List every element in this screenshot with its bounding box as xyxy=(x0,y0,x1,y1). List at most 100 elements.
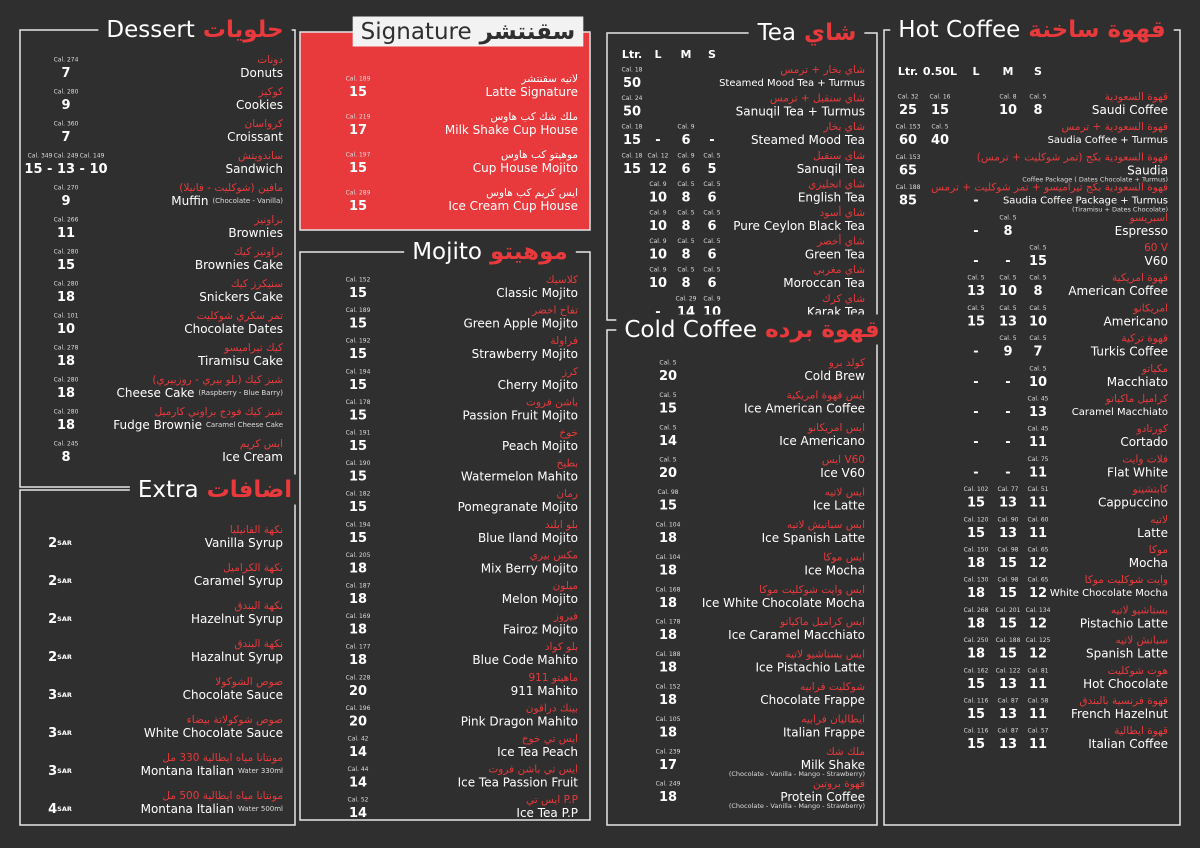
item-name-en: Spanish Latte xyxy=(1086,646,1168,660)
item-name-en: Cortado xyxy=(1120,435,1168,449)
item-name-en: Brownies Cake xyxy=(195,258,283,272)
calories: Cal. 152 xyxy=(346,277,371,284)
item-name-en: Peach Mojito xyxy=(502,439,578,453)
title-en: Mojito xyxy=(412,239,482,265)
item-name-en: Turkis Coffee xyxy=(1090,344,1168,358)
price-value: 18 xyxy=(967,586,985,601)
price-value: 15 xyxy=(659,401,677,416)
price: 15 xyxy=(349,469,367,484)
item-name-ar: شاي أسود xyxy=(820,205,865,219)
price-value: 10 xyxy=(649,276,667,291)
item-name-en: Hazalnut Syrup xyxy=(191,650,283,664)
item-name-en-text: Hazalnut Syrup xyxy=(191,650,283,664)
item-name-en: Donuts xyxy=(240,66,283,80)
item-name-en: Chocolate Dates xyxy=(184,322,283,336)
item-name-ar: باشن فروت xyxy=(526,396,578,408)
price: 8 xyxy=(681,190,690,205)
price: 10 xyxy=(649,219,667,234)
price: 11 xyxy=(1029,435,1047,450)
calories: Cal. 188 xyxy=(996,637,1021,644)
calories: Cal. 5 xyxy=(967,275,984,282)
price-value: 13 xyxy=(999,525,1017,540)
price: 18 xyxy=(349,622,367,637)
price-unit: SAR xyxy=(57,577,72,585)
calories: Cal. 189 xyxy=(346,307,371,314)
item-name-ar: موكا xyxy=(1149,544,1168,556)
price-value: 2 xyxy=(48,536,57,551)
item-name-ar: شاي مغربي xyxy=(813,264,865,276)
calories: Cal. 5 xyxy=(659,392,676,399)
price-value: 6 xyxy=(707,276,716,291)
price: 17 xyxy=(659,757,677,772)
price: 11 xyxy=(57,226,75,241)
item-name-en: Latte Signature xyxy=(485,85,578,99)
item-name-en-text: Steamed Mood Tea xyxy=(751,133,865,147)
item-name-ar: ايس وايت شوكليت موكا xyxy=(759,584,865,596)
price-value: 10 xyxy=(649,219,667,234)
item-name-en-text: American Coffee xyxy=(1068,284,1168,298)
item-name-en-text: Mocha xyxy=(1129,556,1168,570)
price: 18 xyxy=(659,628,677,643)
calories: Cal. 191 xyxy=(346,430,371,437)
item-name-en-text: Mix Berry Mojito xyxy=(481,561,578,575)
price-value: 15 xyxy=(999,556,1017,571)
price: 20 xyxy=(659,466,677,481)
price-value: 15 xyxy=(999,586,1017,601)
item-name-en: Saudia xyxy=(1127,163,1168,177)
item-name-en-text: Americano xyxy=(1104,314,1168,328)
calories: Cal. 51 xyxy=(1028,486,1049,493)
item-name-en-text: Chocolate Frappe xyxy=(760,693,865,707)
price: 2SAR xyxy=(48,574,72,589)
item-name-en-text: Brownies Cake xyxy=(195,258,283,272)
price: 7 xyxy=(61,130,70,145)
item-name-ar: رمان xyxy=(556,488,578,500)
item-name-ar: قهوة السعودية بكج تيراميسو + تمر شوكليت … xyxy=(931,182,1168,194)
item-name-en-text: Sanuqil Tea + Turmus xyxy=(736,104,865,118)
calories: Cal. 153 xyxy=(896,154,921,161)
calories: Cal. 32 xyxy=(898,94,919,101)
calories: Cal. 194 xyxy=(346,521,371,528)
calories: Cal. 101 xyxy=(54,313,79,320)
calories: Cal. 5 xyxy=(1029,305,1046,312)
item-name-ar: ايس قهوة امريكية xyxy=(786,389,865,401)
calories: Cal. 266 xyxy=(54,217,79,224)
calories: Cal. 42 xyxy=(348,736,369,743)
price-value: 18 xyxy=(349,561,367,576)
price: 10 xyxy=(649,247,667,262)
column-header: Ltr. xyxy=(622,48,642,61)
price: 15 xyxy=(967,495,985,510)
price-value: 15 xyxy=(1029,254,1047,269)
price-value: - xyxy=(655,304,660,319)
calories: Cal. 249 xyxy=(54,153,79,160)
section-title: Dessert حلويات xyxy=(106,17,283,43)
price-value: - xyxy=(973,435,978,450)
price-value: 11 xyxy=(1029,737,1047,752)
price-value: 3 xyxy=(48,688,57,703)
price-value: - xyxy=(973,223,978,238)
item-name-ar: فلات وايت xyxy=(1122,453,1168,465)
section-title: Hot Coffee قهوة ساخنة xyxy=(898,17,1165,43)
price: 15 xyxy=(349,500,367,515)
item-name-ar: كيك تيراميسو xyxy=(223,342,283,354)
item-name-en-text: Macchiato xyxy=(1107,374,1168,388)
item-name-en-text: Latte Signature xyxy=(485,85,578,99)
price-value: - xyxy=(973,254,978,269)
item-name-en-text: Ice Tea Peach xyxy=(497,745,578,759)
calories: Cal. 102 xyxy=(964,486,989,493)
calories: Cal. 87 xyxy=(998,728,1019,735)
calories: Cal. 5 xyxy=(1029,275,1046,282)
price-value: 18 xyxy=(349,622,367,637)
item-name-en-text: Saudi Coffee xyxy=(1092,103,1168,117)
price-value: 18 xyxy=(659,660,677,675)
title-ar: قهوة ساخنة xyxy=(1028,17,1165,43)
price: - xyxy=(973,435,978,450)
price-value: 2 xyxy=(48,574,57,589)
calories: Cal. 122 xyxy=(996,667,1021,674)
column-header: 0.50L xyxy=(923,65,957,78)
price: - xyxy=(709,133,714,148)
price: 18 xyxy=(659,563,677,578)
price: 15 xyxy=(349,377,367,392)
price: 10 xyxy=(1029,314,1047,329)
price-value: 7 xyxy=(61,66,70,81)
item-name-en: Flat White xyxy=(1107,465,1168,479)
